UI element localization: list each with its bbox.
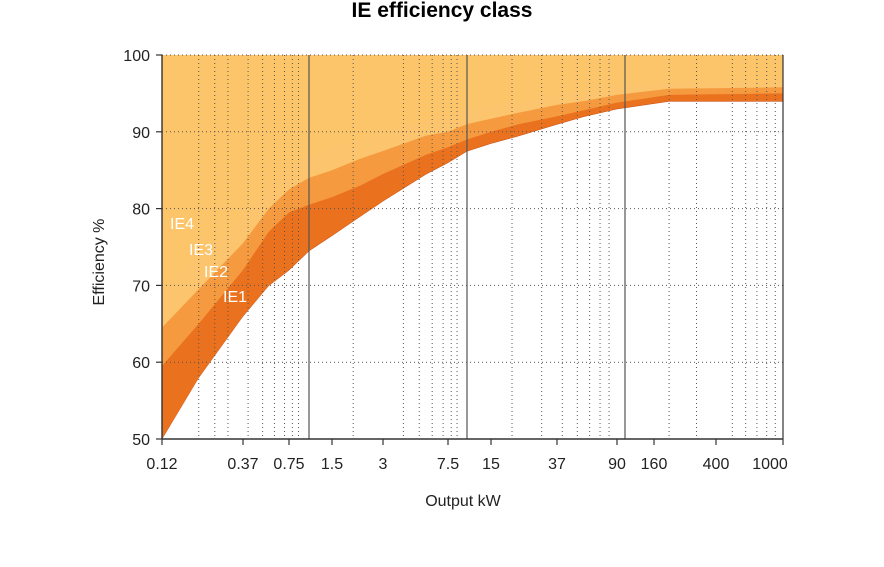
x-tick-label: 3 xyxy=(379,456,388,473)
series-label-ie4: IE4 xyxy=(170,216,194,233)
x-tick-label: 37 xyxy=(548,456,566,473)
x-tick-label: 400 xyxy=(703,456,730,473)
y-tick-label: 50 xyxy=(132,432,150,449)
x-tick-label: 7.5 xyxy=(437,456,459,473)
series-label-ie3: IE3 xyxy=(189,242,213,259)
y-axis-ticks: 50 60 70 80 90 100 xyxy=(123,48,162,449)
x-tick-label: 90 xyxy=(608,456,626,473)
series-label-ie2: IE2 xyxy=(204,264,228,281)
y-tick-label: 90 xyxy=(132,125,150,142)
y-tick-label: 80 xyxy=(132,202,150,219)
y-tick-label: 70 xyxy=(132,278,150,295)
plot-area: IE1 IE2 IE3 IE4 xyxy=(161,54,784,440)
x-tick-label: 15 xyxy=(482,456,500,473)
y-tick-label: 60 xyxy=(132,355,150,372)
x-tick-label: 1.5 xyxy=(321,456,343,473)
y-tick-label: 100 xyxy=(123,48,150,65)
x-tick-label: 160 xyxy=(641,456,668,473)
x-tick-label: 0.12 xyxy=(146,456,177,473)
x-axis-label: Output kW xyxy=(425,493,501,510)
below-ie1-area xyxy=(162,101,783,440)
x-tick-label: 1000 xyxy=(752,456,788,473)
x-tick-label: 0.37 xyxy=(227,456,258,473)
y-axis-label: Efficiency % xyxy=(91,219,108,306)
x-axis-ticks: 0.12 0.37 0.75 1.5 3 7.5 15 37 90 160 400 1000 xyxy=(146,439,788,473)
series-label-ie1: IE1 xyxy=(223,289,247,306)
chart-title: IE efficiency class xyxy=(352,0,533,22)
x-tick-label: 0.75 xyxy=(273,456,304,473)
